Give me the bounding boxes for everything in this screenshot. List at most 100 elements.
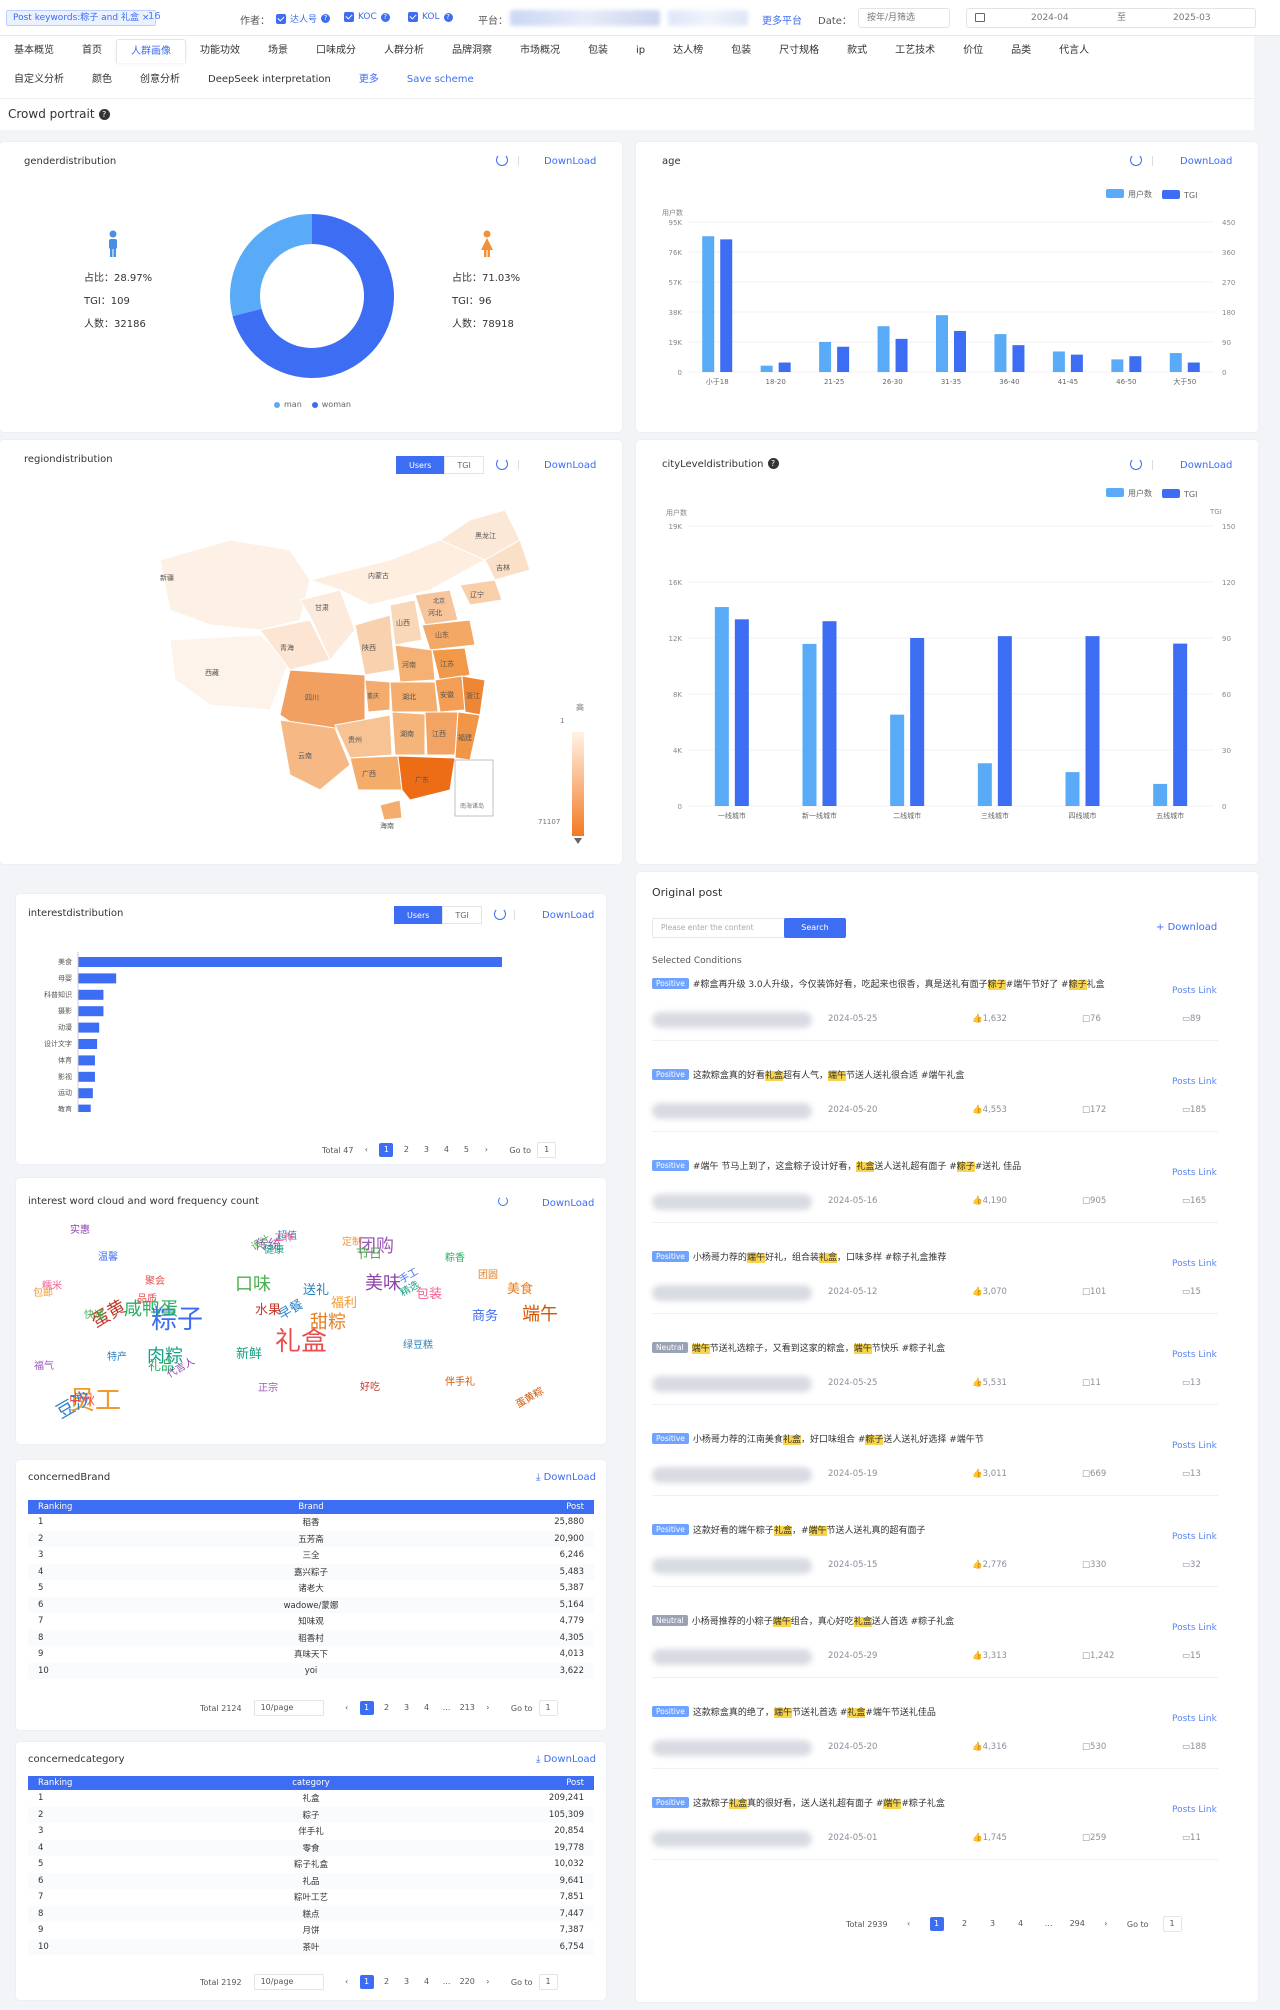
tab-row2-0[interactable]: 自定义分析 — [0, 68, 78, 92]
pager-goto-input[interactable]: 1 — [537, 1142, 556, 1158]
table-row[interactable]: 6 wadowe/蒙娜 5,164 — [28, 1597, 594, 1614]
pager-page-3[interactable]: 3 — [986, 1917, 1000, 1931]
download-button[interactable]: DownLoad — [1180, 460, 1232, 471]
tab-row1-9[interactable]: 包装 — [574, 39, 622, 63]
tab-row1-0[interactable]: 基本概览 — [0, 39, 68, 63]
table-row[interactable]: 5 粽子礼盒 10,032 — [28, 1856, 594, 1873]
platform-options-blurred[interactable] — [510, 10, 660, 26]
table-row[interactable]: 3 伴手礼 20,854 — [28, 1823, 594, 1840]
bar-users-2[interactable] — [819, 342, 831, 372]
posts-link[interactable]: Posts Link — [1172, 986, 1217, 996]
bar-tgi-3[interactable] — [896, 339, 908, 372]
cell-name[interactable]: 诸老大 — [148, 1580, 474, 1597]
toggle-users[interactable]: Users — [394, 906, 442, 924]
province-hainan[interactable] — [380, 800, 402, 820]
pager-page-1[interactable]: 1 — [360, 1701, 374, 1715]
table-row[interactable]: 5 诸老大 5,387 — [28, 1580, 594, 1597]
cloud-word[interactable]: 中秋 — [69, 1389, 95, 1408]
interest-bar-1[interactable] — [78, 973, 116, 983]
legend-item-woman[interactable]: woman — [312, 400, 351, 409]
refresh-icon[interactable] — [1130, 458, 1142, 470]
pager-page-4[interactable]: 4 — [420, 1701, 434, 1715]
column-header-post[interactable]: Post — [474, 1500, 594, 1514]
posts-link[interactable]: Posts Link — [1172, 1168, 1217, 1178]
pager-page-1[interactable]: 1 — [930, 1917, 944, 1931]
cloud-word[interactable]: 工作 — [274, 1229, 294, 1244]
tab-row2-1[interactable]: 颜色 — [78, 68, 126, 92]
bar-users-5[interactable] — [1153, 784, 1167, 806]
pager-size-select[interactable]: 10/page — [254, 1700, 324, 1716]
cloud-word[interactable]: 美食 — [507, 1278, 533, 1297]
help-icon[interactable]: ? — [321, 14, 330, 23]
pager-ellipsis[interactable]: ... — [440, 1701, 454, 1715]
cell-name[interactable]: 礼盒 — [148, 1790, 474, 1807]
tab-row1-5[interactable]: 口味成分 — [302, 39, 370, 63]
tab-row1-4[interactable]: 场景 — [254, 39, 302, 63]
pager-page-2[interactable]: 2 — [380, 1701, 394, 1715]
help-icon[interactable]: ? — [381, 13, 390, 22]
download-button[interactable]: + Download — [1156, 922, 1217, 933]
cell-name[interactable]: 稻香村 — [148, 1630, 474, 1647]
author-checkbox-kol[interactable]: KOL? — [408, 12, 453, 22]
pager-page-2[interactable]: 2 — [399, 1143, 413, 1157]
post-text[interactable]: Positive 这款粽盒真的好看礼盒超有人气，端午节送人送礼很合适 #端午礼盒 — [652, 1067, 1152, 1086]
download-button[interactable]: ⤓ DownLoad — [536, 1754, 596, 1765]
help-icon[interactable]: ? — [768, 458, 779, 469]
bar-tgi-1[interactable] — [823, 621, 837, 806]
cloud-word[interactable]: 温馨 — [98, 1248, 118, 1263]
table-row[interactable]: 2 五芳斋 20,900 — [28, 1531, 594, 1548]
cell-name[interactable]: 五芳斋 — [148, 1531, 474, 1548]
cloud-word[interactable]: 特产 — [107, 1348, 127, 1363]
tab-row1-6[interactable]: 人群分析 — [370, 39, 438, 63]
tab-row1-3[interactable]: 功能功效 — [186, 39, 254, 63]
legend-item-users[interactable]: 用户数 — [1106, 189, 1152, 200]
post-text[interactable]: Positive 这款粽子礼盒真的很好看，送人送礼超有面子 #端午#粽子礼盒 — [652, 1795, 1152, 1814]
author-blurred[interactable] — [652, 1649, 812, 1665]
author-blurred[interactable] — [652, 1012, 812, 1028]
color-scale[interactable] — [572, 732, 584, 836]
post-text[interactable]: Positive 这款好看的端午粽子礼盒，#端午节送人送礼真的超有面子 — [652, 1522, 1152, 1541]
posts-link[interactable]: Posts Link — [1172, 1532, 1217, 1542]
post-search-input[interactable]: Please enter the content — [652, 918, 798, 938]
province-guangxi[interactable] — [350, 756, 402, 790]
download-button[interactable]: DownLoad — [542, 910, 594, 921]
cloud-word[interactable]: 商务 — [472, 1305, 498, 1324]
cloud-word[interactable]: 甜粽 — [310, 1308, 346, 1334]
cloud-word[interactable]: 蛋黄粽 — [512, 1383, 545, 1411]
date-range-picker[interactable]: 2024-04 至 2025-03 — [966, 8, 1256, 28]
author-blurred[interactable] — [652, 1831, 812, 1847]
more-platforms-link[interactable]: 更多平台 — [762, 12, 802, 27]
toggle-tgi[interactable]: TGI — [444, 456, 483, 474]
author-blurred[interactable] — [652, 1103, 812, 1119]
bar-tgi-7[interactable] — [1129, 356, 1141, 372]
refresh-icon[interactable] — [494, 908, 506, 920]
tab-row1-18[interactable]: 代言人 — [1045, 39, 1103, 63]
table-row[interactable]: 9 真味天下 4,013 — [28, 1646, 594, 1663]
cloud-word[interactable]: 端午 — [522, 1300, 558, 1326]
toggle-tgi[interactable]: TGI — [442, 906, 481, 924]
tab-row1-17[interactable]: 品类 — [997, 39, 1045, 63]
tab-row1-16[interactable]: 价位 — [949, 39, 997, 63]
table-row[interactable]: 3 三全 6,246 — [28, 1547, 594, 1564]
posts-link[interactable]: Posts Link — [1172, 1805, 1217, 1815]
pager-next[interactable]: › — [481, 1701, 495, 1715]
posts-link[interactable]: Posts Link — [1172, 1259, 1217, 1269]
legend-item-man[interactable]: man — [274, 400, 302, 409]
tab-row1-12[interactable]: 包装 — [717, 39, 765, 63]
tab-row1-1[interactable]: 首页 — [68, 39, 116, 63]
cloud-word[interactable]: 定制 — [342, 1233, 362, 1248]
province-xinjiang[interactable] — [160, 540, 310, 630]
pager-page-1[interactable]: 1 — [379, 1143, 393, 1157]
posts-link[interactable]: Posts Link — [1172, 1714, 1217, 1724]
table-row[interactable]: 4 零食 19,778 — [28, 1840, 594, 1857]
pager-goto-input[interactable]: 1 — [1163, 1916, 1182, 1932]
cell-name[interactable]: 零食 — [148, 1840, 474, 1857]
author-blurred[interactable] — [652, 1467, 812, 1483]
bar-tgi-4[interactable] — [954, 331, 966, 372]
pager-size-select[interactable]: 10/page — [254, 1974, 324, 1990]
tab-row2-3[interactable]: DeepSeek interpretation — [194, 68, 345, 92]
cloud-word[interactable]: 福气 — [34, 1357, 54, 1372]
bar-users-1[interactable] — [761, 366, 773, 372]
pager-page-2[interactable]: 2 — [958, 1917, 972, 1931]
column-header-post[interactable]: Post — [474, 1776, 594, 1790]
